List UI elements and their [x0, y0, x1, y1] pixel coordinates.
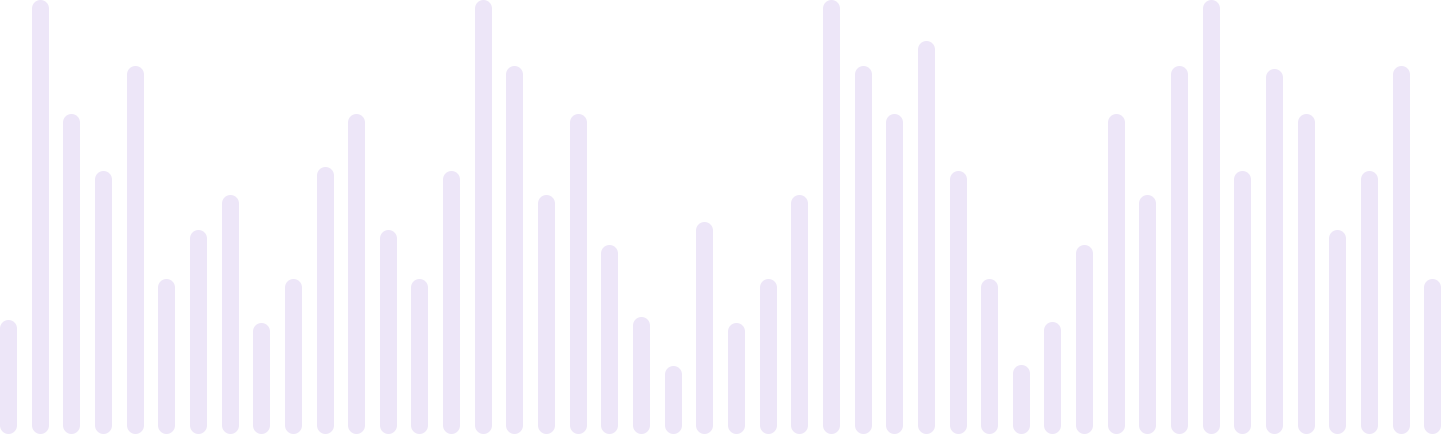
waveform-bar: [189, 230, 207, 434]
waveform-bar: [1234, 171, 1252, 434]
waveform-bar: [284, 279, 302, 434]
waveform-bar: [0, 320, 17, 434]
waveform-bar: [411, 279, 429, 434]
waveform-bar: [1139, 195, 1157, 434]
waveform-bar: [1424, 279, 1441, 434]
waveform-bar: [1329, 230, 1347, 434]
waveform-bar: [759, 279, 777, 434]
waveform-bar: [917, 41, 935, 434]
waveform-bar: [569, 114, 587, 434]
waveform-bar: [126, 66, 144, 434]
waveform-bar: [822, 0, 840, 434]
waveform-bar: [981, 279, 999, 434]
waveform-bar: [727, 323, 745, 434]
waveform-bar: [1297, 114, 1315, 434]
waveform-bar: [253, 323, 271, 434]
waveform-bar: [1012, 365, 1030, 434]
waveform-bar: [379, 230, 397, 434]
waveform-bar: [1266, 69, 1283, 434]
waveform-bar: [31, 0, 49, 434]
waveform-bar: [1044, 322, 1062, 434]
waveform-bar: [1107, 114, 1125, 434]
waveform-bar: [664, 366, 682, 434]
waveform-bar: [1360, 171, 1378, 434]
waveform-bar: [348, 114, 366, 434]
waveform-bar: [791, 195, 809, 434]
waveform-bar: [886, 114, 904, 434]
waveform-bar: [221, 195, 239, 434]
waveform-bar: [94, 171, 112, 434]
waveform-bar: [158, 279, 176, 434]
waveform-bar: [1171, 66, 1189, 434]
waveform-bar: [949, 171, 967, 434]
waveform-bar: [63, 114, 81, 434]
waveform-bar: [633, 317, 650, 434]
waveform-bar: [316, 167, 334, 434]
waveform-bar: [443, 171, 461, 434]
waveform-bar: [854, 66, 872, 434]
waveform-bar: [506, 66, 524, 434]
waveform-bar: [1202, 0, 1220, 434]
waveform-bar: [601, 245, 619, 434]
waveform-bar: [1076, 245, 1094, 434]
waveform-bar: [696, 222, 714, 434]
waveform-bar: [474, 0, 492, 434]
waveform-bar: [1392, 66, 1410, 434]
waveform-bar: [538, 195, 556, 434]
